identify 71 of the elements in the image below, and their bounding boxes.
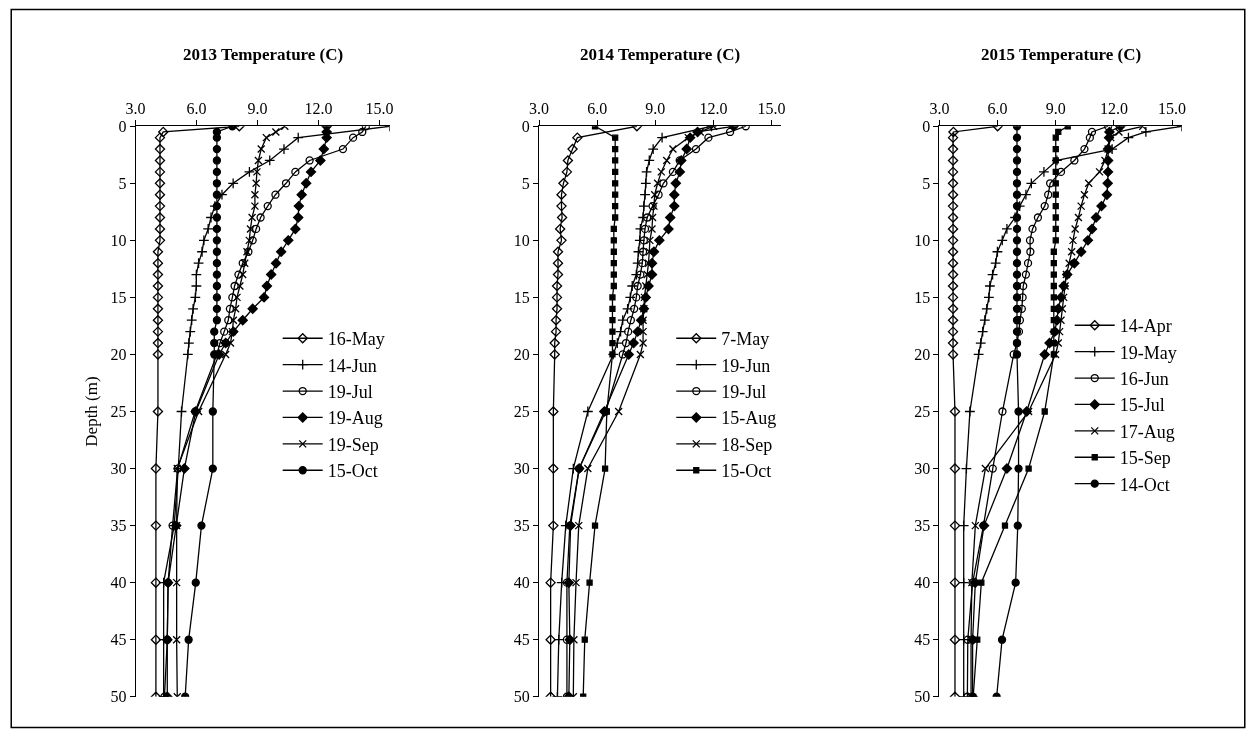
y-tick-label: 10: [914, 231, 931, 249]
chart-title: 2013 Temperature (C): [183, 45, 344, 64]
legend-label: 14-Oct: [1119, 474, 1170, 495]
y-tick-label: 0: [922, 117, 931, 135]
x-tick-label: 15.0: [757, 99, 786, 117]
x-tick-label: 15.0: [365, 99, 394, 117]
y-tick-label: 20: [914, 346, 931, 364]
y-tick-label: 50: [110, 688, 127, 706]
x-tick-label: 3.0: [529, 99, 550, 117]
y-tick-label: 10: [513, 231, 530, 249]
y-tick-label: 40: [914, 574, 931, 592]
y-tick-label: 50: [513, 688, 530, 706]
x-tick-label: 6.0: [587, 99, 608, 117]
y-tick-label: 40: [110, 574, 127, 592]
y-tick-label: 25: [513, 403, 530, 421]
legend-label: 16-May: [327, 329, 385, 350]
y-tick-label: 15: [513, 289, 530, 306]
legend-label: 19-Jul: [721, 382, 767, 403]
y-tick-label: 20: [513, 346, 530, 364]
x-tick-label: 6.0: [186, 99, 207, 117]
x-tick-label: 12.0: [304, 99, 333, 117]
legend-label: 19-Jun: [721, 355, 771, 376]
legend-label: 14-Jun: [327, 355, 377, 376]
y-tick-label: 30: [914, 460, 931, 478]
y-tick-label: 0: [521, 117, 530, 135]
y-tick-label: 30: [110, 460, 127, 478]
legend-label: 15-Oct: [721, 461, 772, 482]
legend-label: 17-Aug: [1119, 421, 1175, 442]
y-tick-label: 5: [118, 174, 127, 192]
x-tick-label: 15.0: [1158, 99, 1187, 117]
x-tick-label: 9.0: [1045, 99, 1066, 117]
legend-label: 18-Sep: [721, 434, 773, 455]
legend-label: 15-Jul: [1119, 395, 1165, 416]
legend-label: 19-May: [1119, 342, 1177, 363]
x-tick-label: 3.0: [125, 99, 146, 117]
chart-title: 2015 Temperature (C): [981, 45, 1142, 64]
x-tick-label: 12.0: [1099, 99, 1128, 117]
y-tick-label: 35: [914, 517, 931, 535]
y-tick-label: 35: [513, 517, 530, 535]
y-tick-label: 15: [914, 289, 931, 306]
legend-label: 15-Oct: [327, 461, 378, 482]
y-tick-label: 25: [914, 403, 931, 421]
y-tick-label: 45: [914, 631, 931, 649]
y-tick-label: 50: [914, 688, 931, 706]
y-tick-label: 45: [513, 631, 530, 649]
x-tick-label: 9.0: [645, 99, 666, 117]
y-tick-label: 45: [110, 631, 127, 649]
legend-label: 14-Apr: [1119, 316, 1172, 337]
legend-label: 15-Sep: [1119, 448, 1171, 469]
y-tick-label: 25: [110, 403, 127, 421]
legend-label: 15-Aug: [721, 408, 777, 429]
x-tick-label: 3.0: [929, 99, 950, 117]
y-tick-label: 35: [110, 517, 127, 535]
y-tick-label: 5: [521, 174, 530, 192]
y-tick-label: 40: [513, 574, 530, 592]
x-tick-label: 12.0: [699, 99, 728, 117]
y-tick-label: 0: [118, 117, 127, 135]
x-tick-label: 9.0: [247, 99, 268, 117]
y-tick-label: 20: [110, 346, 127, 364]
chart-title: 2014 Temperature (C): [580, 45, 741, 64]
legend-label: 7-May: [721, 329, 770, 350]
y-axis-title: Depth (m): [81, 376, 101, 447]
legend-label: 16-Jun: [1119, 369, 1169, 390]
legend-label: 19-Aug: [327, 408, 383, 429]
y-tick-label: 5: [922, 174, 931, 192]
legend-label: 19-Jul: [327, 382, 373, 403]
y-tick-label: 30: [513, 460, 530, 478]
legend-label: 19-Sep: [327, 434, 379, 455]
y-tick-label: 10: [110, 231, 127, 249]
y-tick-label: 15: [110, 289, 127, 306]
x-tick-label: 6.0: [987, 99, 1008, 117]
